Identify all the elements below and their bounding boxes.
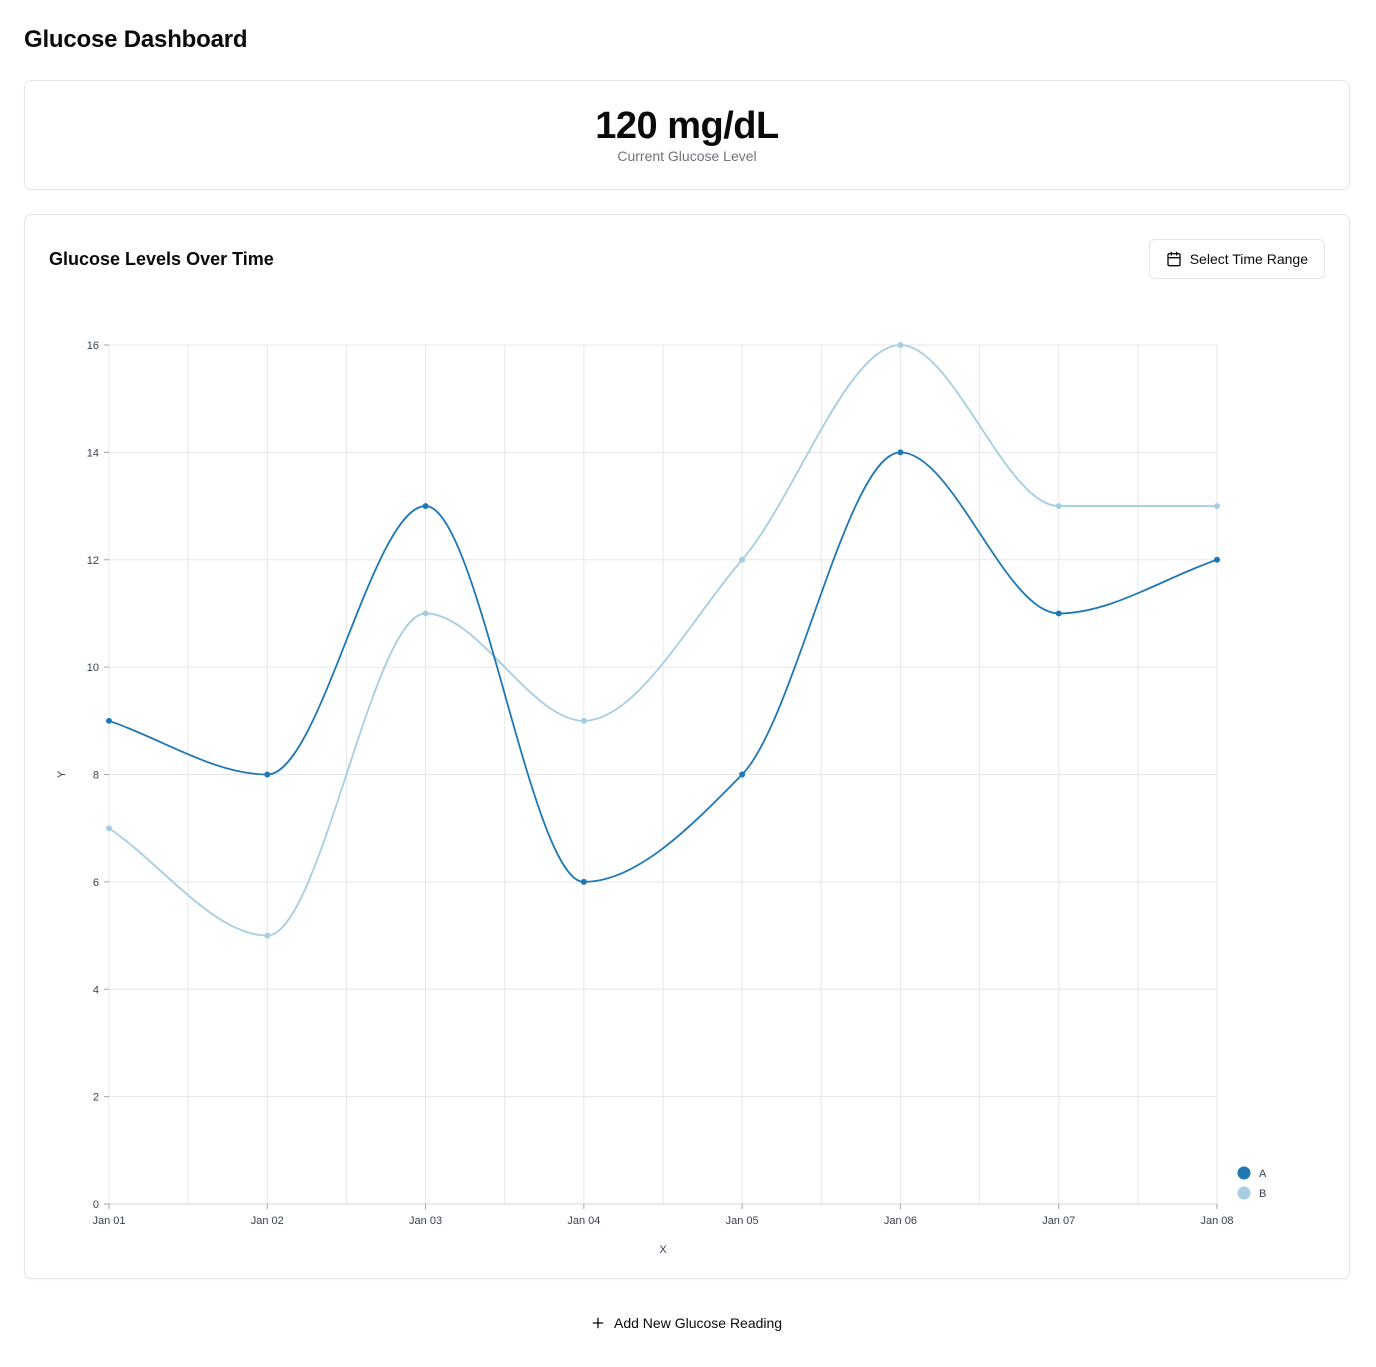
x-tick-label: Jan 02 (251, 1215, 284, 1227)
y-tick-label: 16 (87, 340, 99, 352)
y-tick-label: 2 (93, 1092, 99, 1104)
data-point-A (1055, 610, 1062, 617)
x-tick-label: Jan 07 (1042, 1215, 1075, 1227)
y-axis-title: Y (56, 770, 68, 778)
data-point-A (739, 771, 746, 778)
add-glucose-reading-label: Add New Glucose Reading (614, 1315, 783, 1331)
x-tick-label: Jan 03 (409, 1215, 442, 1227)
data-point-B (739, 556, 746, 563)
data-point-B (580, 717, 587, 724)
y-tick-label: 14 (87, 447, 99, 459)
data-point-B (897, 342, 904, 348)
series-line-A (108, 451, 1218, 883)
current-glucose-card: 120 mg/dL Current Glucose Level (24, 80, 1350, 190)
x-tick-label: Jan 01 (92, 1215, 125, 1227)
current-glucose-value: 120 mg/dL (595, 105, 779, 147)
y-tick-label: 8 (93, 770, 99, 782)
legend-label-A: A (1259, 1168, 1267, 1180)
select-time-range-label: Select Time Range (1189, 251, 1308, 267)
glucose-chart-card: Glucose Levels Over Time Select Time Ran… (24, 214, 1350, 1279)
data-point-B (1214, 503, 1220, 510)
data-point-A (422, 503, 429, 510)
page-title: Glucose Dashboard (24, 26, 248, 53)
x-tick-label: Jan 05 (726, 1215, 759, 1227)
legend-marker-A (1237, 1166, 1251, 1180)
data-point-B (1055, 503, 1062, 510)
series-line-B (108, 344, 1217, 937)
data-point-A (897, 449, 904, 456)
data-point-B (106, 825, 112, 832)
legend-label-B: B (1259, 1188, 1266, 1200)
y-tick-label: 6 (93, 877, 99, 889)
x-tick-label: Jan 06 (884, 1215, 917, 1227)
x-tick-label: Jan 04 (567, 1215, 600, 1227)
y-tick-label: 12 (87, 555, 99, 567)
y-tick-label: 0 (93, 1199, 99, 1211)
data-point-A (1214, 556, 1220, 563)
data-point-A (106, 717, 112, 724)
select-time-range-button[interactable]: Select Time Range (1148, 239, 1325, 279)
data-point-A (580, 878, 587, 885)
calendar-icon (1166, 251, 1182, 267)
legend-marker-B (1237, 1186, 1251, 1200)
add-glucose-reading-button[interactable]: Add New Glucose Reading (578, 1303, 794, 1343)
y-tick-label: 10 (87, 662, 99, 674)
glucose-line-chart: 0 2 4 6 8 10 12 14 16 Jan 01 Jan 02 Jan 03 Jan 04 Jan… (56, 340, 1267, 1256)
y-tick-label: 4 (93, 984, 99, 996)
plus-icon (590, 1315, 606, 1331)
chart-card-title: Glucose Levels Over Time (49, 249, 274, 269)
current-glucose-label: Current Glucose Level (617, 148, 757, 164)
x-axis-title: X (659, 1244, 667, 1256)
data-point-B (264, 932, 271, 939)
data-point-B (422, 610, 429, 617)
data-point-A (264, 771, 271, 778)
x-tick-label: Jan 08 (1200, 1215, 1233, 1227)
